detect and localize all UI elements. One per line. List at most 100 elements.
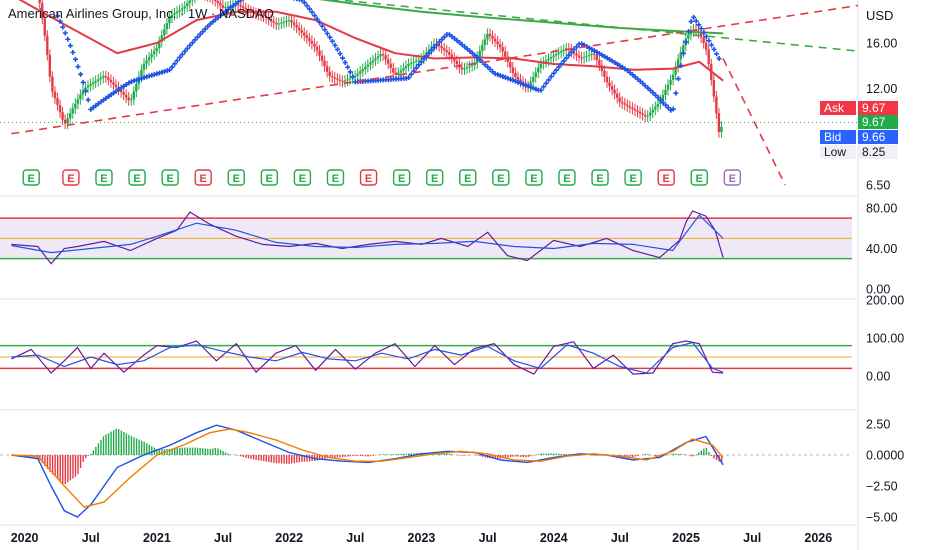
parabolic-sar-point [296, 0, 302, 2]
price-candle [56, 98, 59, 106]
price-candle [43, 18, 46, 36]
low-price: 8.25 [858, 145, 898, 159]
parabolic-sar-point [167, 67, 173, 73]
parabolic-sar-point [680, 50, 686, 56]
price-candle [94, 80, 97, 83]
price-candle [315, 46, 319, 51]
parabolic-sar-point [457, 40, 463, 46]
parabolic-sar-point [518, 80, 524, 86]
price-candle [325, 66, 329, 72]
parabolic-sar-point [698, 26, 704, 32]
price-candle [173, 13, 176, 15]
time-axis-tick-label: 2024 [540, 531, 568, 545]
price-candle [481, 44, 484, 51]
oscillator-2-axis-tick-label: 100.00 [866, 332, 904, 346]
parabolic-sar-point [446, 32, 452, 38]
parabolic-sar-point [607, 57, 613, 63]
parabolic-sar-point [103, 95, 109, 101]
price-candle [671, 74, 675, 80]
parabolic-sar-point [609, 58, 615, 64]
price-candle [369, 62, 372, 65]
earnings-marker [359, 169, 378, 186]
price-candle [310, 40, 314, 44]
parabolic-sar-point [80, 79, 86, 85]
price-candle [366, 64, 370, 67]
price-candle [280, 22, 283, 24]
earnings-marker-label: E [133, 173, 140, 185]
parabolic-sar-point [714, 51, 720, 57]
price-candle [656, 103, 660, 107]
parabolic-sar-point [235, 0, 241, 5]
parabolic-sar-point [408, 71, 414, 77]
earnings-marker-label: E [365, 173, 372, 185]
price-candle [486, 33, 489, 40]
parabolic-sar-point [543, 80, 549, 86]
price-candle [412, 61, 415, 63]
earnings-marker-label: E [563, 173, 570, 185]
parabolic-sar-point [617, 63, 623, 69]
price-candle [135, 83, 138, 92]
price-candle [397, 72, 400, 75]
price-candle [562, 49, 565, 52]
price-candle [79, 94, 82, 100]
price-candle [244, 8, 247, 10]
price-candle [269, 19, 273, 22]
price-candle [96, 79, 100, 81]
currency-label[interactable]: USD [866, 8, 894, 23]
parabolic-sar-point [179, 51, 185, 57]
price-candle [188, 0, 191, 4]
parabolic-sar-point [441, 34, 447, 40]
price-candle [676, 59, 680, 67]
price-candle [552, 55, 555, 58]
price-candle [160, 35, 163, 42]
price-candle [702, 37, 705, 43]
price-candle [608, 82, 611, 87]
price-candle [295, 24, 298, 28]
oscillator-2-axis-tick-label: 0.00 [866, 370, 890, 384]
price-candle [720, 126, 723, 133]
parabolic-sar-point [345, 64, 351, 70]
price-candle [287, 20, 291, 22]
parabolic-sar-point [490, 69, 496, 75]
parabolic-sar-point [217, 13, 223, 19]
parabolic-sar-point [500, 73, 506, 79]
parabolic-sar-point [65, 36, 71, 42]
price-candle [712, 80, 716, 97]
parabolic-sar-point [424, 53, 430, 59]
price-candle [175, 11, 179, 14]
parabolic-sar-point [614, 61, 620, 67]
price-candle [305, 35, 308, 39]
price-candle [643, 114, 647, 117]
price-candle [114, 84, 118, 88]
earnings-marker-label: E [729, 173, 736, 185]
parabolic-sar-point [90, 104, 96, 110]
parabolic-sar-point [495, 72, 501, 78]
parabolic-sar-point [563, 55, 569, 61]
parabolic-sar-point [678, 63, 684, 69]
earnings-marker [22, 169, 40, 186]
price-candle [491, 35, 494, 39]
price-candle [636, 110, 639, 112]
parabolic-sar-point [569, 49, 575, 55]
parabolic-sar-point [541, 84, 547, 90]
price-candle [74, 103, 77, 109]
parabolic-sar-point [530, 85, 536, 91]
price-candle [341, 80, 344, 82]
price-candle [664, 89, 667, 95]
price-axis-tick-label: 6.50 [866, 179, 890, 193]
price-candle [186, 3, 189, 7]
earnings-marker-label: E [663, 173, 670, 185]
ask-price: 9.67 [858, 101, 898, 115]
price-candle [529, 81, 532, 87]
price-candle [384, 55, 387, 60]
earnings-marker-label: E [28, 173, 35, 185]
price-candle [381, 54, 385, 56]
time-axis-tick-label: Jul [611, 531, 629, 545]
earnings-marker [293, 169, 312, 186]
price-candle [600, 65, 604, 71]
earnings-marker-label: E [266, 173, 273, 185]
time-axis-tick-label: Jul [743, 531, 761, 545]
oscillator-1-axis-tick-label: 80.00 [866, 202, 897, 216]
parabolic-sar-point [665, 105, 671, 111]
